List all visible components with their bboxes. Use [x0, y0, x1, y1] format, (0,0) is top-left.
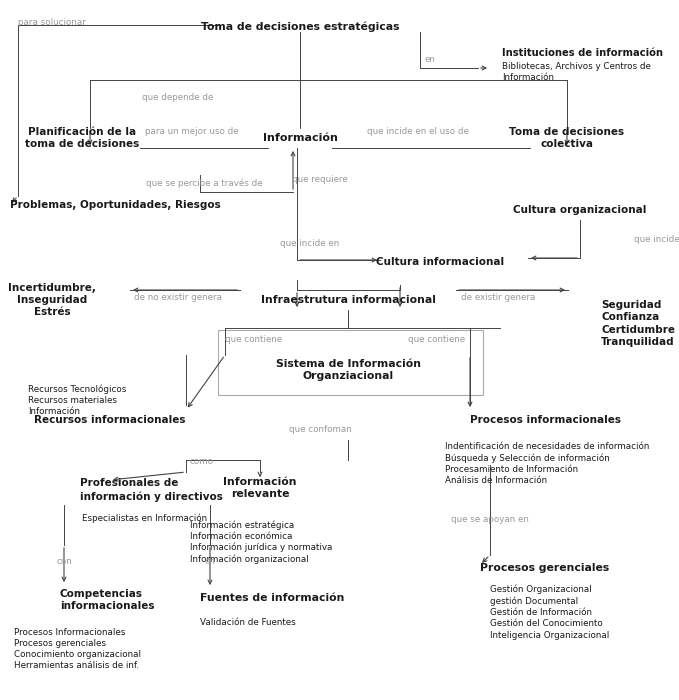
Text: Seguridad
Confianza
Certidumbre
Tranquilidad: Seguridad Confianza Certidumbre Tranquil… [601, 300, 675, 347]
Bar [218, 330, 483, 395]
Text: Planificación de la
toma de decisiones: Planificación de la toma de decisiones [25, 127, 139, 149]
Text: Información: Información [263, 133, 337, 143]
Text: para un mejor uso de: para un mejor uso de [145, 127, 239, 136]
Text: Fuentes de información: Fuentes de información [200, 593, 344, 603]
Text: que confoman: que confoman [289, 426, 351, 435]
Text: Procesos informacionales: Procesos informacionales [470, 415, 621, 425]
Text: Procesos gerenciales: Procesos gerenciales [480, 563, 609, 573]
Text: Recursos Tecnológicos
Recursos materiales
Información: Recursos Tecnológicos Recursos materiale… [28, 384, 126, 416]
Text: que requiere: que requiere [292, 176, 348, 185]
Text: con: con [56, 557, 72, 566]
Text: Bibliotecas, Archivos y Centros de
Información: Bibliotecas, Archivos y Centros de Infor… [502, 62, 651, 82]
Text: Cultura informacional: Cultura informacional [376, 257, 504, 267]
Text: Profesionales de
información y directivos: Profesionales de información y directivo… [80, 479, 223, 501]
Text: Procesos Informacionales
Procesos gerenciales
Conocimiento organizacional
Herram: Procesos Informacionales Procesos gerenc… [14, 628, 141, 671]
Text: para solucionar: para solucionar [18, 18, 86, 27]
Text: Incertidumbre,
Inseguridad
Estrés: Incertidumbre, Inseguridad Estrés [8, 283, 96, 317]
Text: Información estratégica
Información económica
Información jurídica y normativa
I: Información estratégica Información econ… [190, 520, 333, 564]
Text: en: en [424, 55, 435, 64]
Text: de existir genera: de existir genera [461, 293, 535, 302]
Text: en: en [204, 557, 215, 566]
Text: Validación de Fuentes: Validación de Fuentes [200, 618, 296, 627]
Text: Problemas, Oportunidades, Riesgos: Problemas, Oportunidades, Riesgos [10, 200, 221, 210]
Text: que contiene: que contiene [408, 335, 465, 344]
Text: como: como [190, 458, 214, 466]
Text: Toma de decisiones estratégicas: Toma de decisiones estratégicas [201, 22, 399, 32]
Text: Información
relevante: Información relevante [223, 477, 297, 499]
Text: Toma de decisiones
colectiva: Toma de decisiones colectiva [509, 127, 625, 149]
Text: que incide en el uso de: que incide en el uso de [367, 127, 469, 136]
Text: que depende de: que depende de [143, 92, 214, 102]
Text: que se apoyan en: que se apoyan en [451, 515, 529, 524]
Text: de no existir genera: de no existir genera [134, 293, 222, 302]
Text: Gestión Organizacional
gestión Documental
Gestión de Información
Gestión del Con: Gestión Organizacional gestión Documenta… [490, 585, 609, 640]
Text: Indentificación de necesidades de información
Búsqueda y Selección de informació: Indentificación de necesidades de inform… [445, 442, 649, 485]
Text: Sistema de Información
Organziacional: Sistema de Información Organziacional [276, 359, 420, 382]
Text: Instituciones de información: Instituciones de información [502, 48, 663, 58]
Text: Especialistas en Información: Especialistas en Información [82, 513, 207, 523]
Text: Infraestrutura informacional: Infraestrutura informacional [261, 295, 435, 305]
Text: que contiene: que contiene [225, 335, 282, 344]
Text: Cultura organizacional: Cultura organizacional [513, 205, 646, 215]
Text: que incide en: que incide en [634, 235, 679, 244]
Text: que se percibe a través de: que se percibe a través de [146, 178, 262, 188]
Text: que incide en: que incide en [280, 239, 340, 248]
Text: Recursos informacionales: Recursos informacionales [34, 415, 186, 425]
Text: Competencias
informacionales: Competencias informacionales [60, 589, 155, 611]
